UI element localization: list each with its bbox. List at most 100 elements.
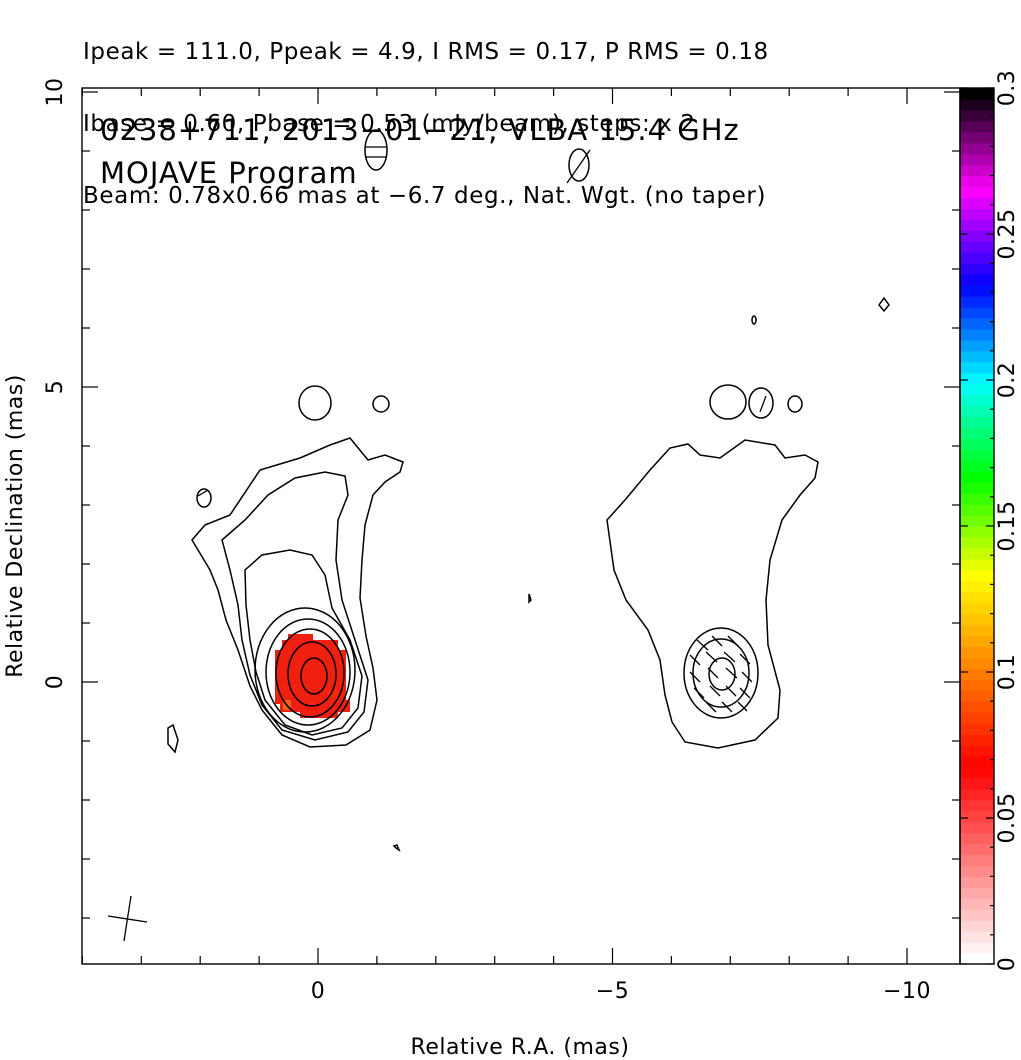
header-line-beam: Beam: 0.78x0.66 mas at −6.7 deg., Nat. W…	[83, 183, 767, 209]
colorbar-cell	[960, 449, 994, 461]
header-line-base: Ibase = 0.60, Pbase = 0.53 (mJy/beam), s…	[83, 111, 696, 137]
polarized-intensity-contours	[568, 148, 890, 749]
colorbar-cell	[960, 263, 994, 275]
colorbar-cell	[960, 361, 994, 374]
colorbar-cell	[960, 493, 994, 505]
colorbar-tick-label: 0.1	[995, 654, 1020, 691]
colorbar-cell	[960, 766, 994, 779]
colorbar-cell	[960, 274, 994, 286]
evpa-vector	[566, 149, 591, 184]
evpa-vector	[689, 671, 701, 683]
colorbar-cell	[960, 241, 994, 253]
contour-level-4	[254, 607, 356, 733]
colorbar-tick-label: 0.2	[995, 362, 1020, 399]
x-tick-label: 0	[311, 979, 326, 1004]
colorbar-cell	[960, 372, 994, 385]
colorbar-cell	[960, 339, 994, 352]
evpa-vector	[696, 639, 709, 651]
colorbar-cell	[960, 131, 994, 144]
colorbar-cell	[960, 810, 994, 823]
colorbar-cell	[960, 526, 994, 538]
polarization-vectors	[197, 146, 767, 713]
colorbar-cell	[960, 876, 994, 888]
map-subtitle: MOJAVE Program	[100, 156, 358, 190]
contour-level-8	[300, 657, 328, 695]
total-intensity-contours	[167, 129, 532, 852]
colorbar-cell	[960, 427, 994, 439]
colorbar-cell	[960, 569, 994, 582]
contour-blob	[372, 395, 390, 413]
evpa-vector	[725, 685, 737, 697]
contour-blob	[748, 387, 774, 419]
evpa-vector	[723, 651, 736, 663]
map-header: Ipeak = 111.0, Ppeak = 4.9, I RMS = 0.17…	[83, 0, 769, 232]
colorbar-cell	[960, 471, 994, 483]
colorbar-cell	[960, 208, 994, 220]
colorbar-tick-label: 0.25	[995, 209, 1020, 260]
colorbar-cell	[960, 854, 994, 867]
contour-blob	[167, 723, 179, 754]
colorbar-cell	[960, 745, 994, 757]
colorbar-cell	[960, 109, 994, 122]
evpa-vector	[721, 701, 733, 713]
colorbar-cell	[960, 865, 994, 877]
evpa-vector	[707, 667, 719, 679]
colorbar-cell	[960, 624, 994, 637]
colorbar-cell	[960, 723, 994, 735]
x-tick-label: −5	[596, 979, 629, 1004]
x-tick-labels: 0 −5 −10	[311, 979, 931, 1004]
colorbar-cell	[960, 580, 994, 593]
colorbar-cell	[960, 821, 994, 834]
colorbar-cell	[960, 931, 994, 943]
evpa-vector	[737, 701, 748, 712]
contour-blob	[878, 296, 890, 313]
colorbar-ticks: 0 0.05 0.1 0.15 0.2 0.25 0.3	[960, 70, 1020, 972]
colorbar-cell	[960, 679, 994, 691]
contour-blob	[392, 844, 401, 852]
colorbar-cell	[960, 613, 994, 626]
colorbar-cell	[960, 482, 994, 494]
colorbar-cell	[960, 197, 994, 210]
colorbar-cell	[960, 307, 994, 319]
polarization-color-pixel	[328, 690, 338, 698]
evpa-vector	[727, 635, 739, 647]
colorbar-cell	[960, 515, 994, 527]
colorbar-cell	[960, 712, 994, 724]
contour-level-2	[683, 627, 759, 719]
colorbar-cell	[960, 142, 994, 155]
colorbar-cell	[960, 602, 994, 615]
colorbar-cell	[960, 799, 994, 812]
x-axis-ticks	[81, 88, 908, 964]
colorbar-cell	[960, 98, 994, 111]
contour-blob	[751, 315, 757, 325]
colorbar-cell	[960, 701, 994, 713]
colorbar-cell	[960, 219, 994, 231]
colorbar-cell	[960, 953, 994, 965]
evpa-vector	[693, 687, 705, 699]
x-axis-label: Relative R.A. (mas)	[411, 1035, 630, 1060]
colorbar	[959, 87, 995, 965]
evpa-vector	[739, 653, 751, 665]
colorbar-cell	[960, 788, 994, 801]
colorbar-cell	[960, 690, 994, 702]
colorbar-cell	[960, 405, 994, 418]
evpa-vector	[709, 685, 721, 697]
contour-level-5	[265, 618, 351, 726]
colorbar-cell	[960, 536, 994, 549]
colorbar-cell	[960, 416, 994, 429]
colorbar-tick-label: 0	[995, 957, 1020, 972]
colorbar-cell	[960, 164, 994, 177]
colorbar-cell	[960, 394, 994, 407]
colorbar-cell	[960, 120, 994, 133]
colorbar-cell	[960, 909, 994, 921]
contour-level-2	[221, 471, 369, 741]
contour-level-4	[708, 657, 736, 691]
contour-blob	[709, 384, 747, 420]
evpa-vector	[689, 654, 701, 666]
evpa-vector	[739, 687, 751, 699]
colorbar-cell	[960, 591, 994, 604]
colorbar-cell	[960, 350, 994, 363]
x-tick-label: −10	[883, 979, 931, 1004]
evpa-vector	[705, 651, 718, 663]
